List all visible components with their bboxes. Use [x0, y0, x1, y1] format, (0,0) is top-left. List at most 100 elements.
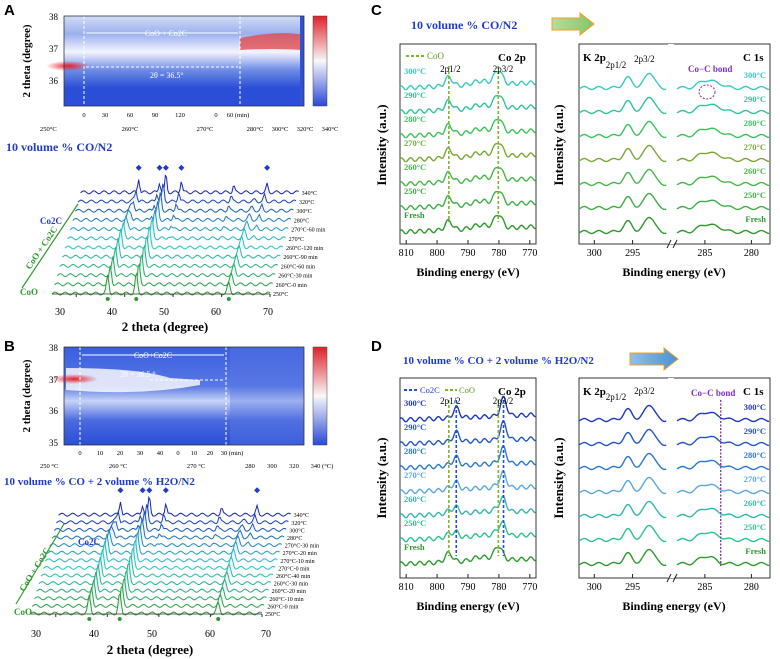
xps-co-xtick-label: 770 — [522, 582, 537, 593]
xps-d-k-title: K 2p — [583, 386, 606, 398]
temp-tick: 250 °C — [40, 463, 58, 470]
xps-co-2p12-label: 2p1/2 — [440, 64, 461, 74]
xps-k2p-line — [578, 428, 667, 447]
xps-d-co2c-legend: Co2C — [420, 385, 440, 395]
xrd-co2c-marker — [156, 164, 163, 171]
xrd-co2c-marker — [178, 164, 185, 171]
xps-temp-label-right: Fresh — [745, 214, 766, 224]
temp-tick: 280 — [245, 463, 255, 470]
xrd-pattern-fill — [65, 227, 283, 249]
xps-kc-xtick-label: 285 — [697, 582, 712, 593]
xps-k2p-line — [578, 192, 667, 211]
temp-tick: 250°C — [40, 126, 57, 133]
colorbar-a — [312, 15, 328, 107]
xps-co2p-line — [399, 119, 536, 139]
heatmap-a-ylabel: 2 theta (degree) — [21, 24, 33, 97]
xps-axis-break-mark — [666, 573, 678, 583]
xrd-pattern-fill — [62, 236, 281, 259]
xrd-pattern-label: 340°C — [294, 512, 309, 519]
heatmap-b-ytick: 38 — [49, 343, 59, 353]
xrd-coo-marker — [216, 617, 221, 621]
heatmap-b-region: CoO+Co2C — [134, 351, 172, 360]
time-tick: 60 (min) — [227, 112, 250, 119]
xps-co-2p32-label: 2p3/2 — [493, 64, 514, 74]
xps-co-2p12-label: 2p1/2 — [440, 396, 461, 406]
xrd-pattern-label: 260°C-90 min — [283, 254, 317, 261]
xrd-coo-marker — [117, 617, 122, 621]
xps-c1s-line — [676, 556, 770, 567]
xps-c1s-line — [676, 199, 770, 211]
heatmap-b-coo-spot — [50, 374, 98, 384]
time-tick: 0 — [82, 112, 85, 119]
xrd-pattern-fill — [30, 593, 262, 615]
xps-k2p-line — [578, 72, 667, 91]
heatmap-a-region: CoO + Co2C — [145, 29, 187, 38]
xrd-pattern-line — [72, 201, 292, 222]
xrd-pattern-line — [59, 244, 279, 268]
temp-tick: 320 — [289, 463, 299, 470]
time-tick: 0 — [78, 450, 81, 457]
xps-c1s-line — [676, 411, 770, 423]
xrd-a-coo-label: CoO — [20, 287, 38, 297]
xrd-a-xtick: 40 — [107, 307, 117, 318]
xrd-b-coo-label: CoO — [14, 607, 32, 617]
xrd-pattern-line — [64, 226, 284, 250]
xrd-pattern-line — [69, 209, 289, 232]
xrd-pattern-label: 260°C-0 min — [276, 282, 307, 289]
heatmap-a: CoO + Co2C 2θ = 36.5° — [46, 15, 328, 107]
xrd-b-trend-arrow — [15, 523, 65, 605]
time-tick: 90 — [152, 112, 159, 119]
heatmap-a-field — [64, 16, 304, 106]
xrd-b-co2c-label: Co2C — [78, 537, 100, 547]
xrd-pattern-fill — [54, 264, 273, 286]
panel-label-d: D — [371, 338, 382, 355]
xps-c-plot: 300°C 300°C 290°C 290°C 280°C 280°C 270°C 270°C… — [399, 44, 770, 259]
xrd-a-arrow-label: CoO + Co2C — [23, 224, 59, 271]
xps-k2p-line — [578, 524, 667, 543]
xrd-pattern-fill — [70, 210, 289, 231]
xps-c1s-line — [676, 531, 770, 543]
time-tick: 10 — [191, 450, 198, 457]
xps-temp-label-right: 250°C — [744, 522, 766, 532]
xrd-pattern-label: 280°C — [294, 217, 309, 224]
time-tick: 0 — [214, 112, 217, 119]
xps-c-kc-frame — [578, 43, 771, 245]
condition-a: 10 volume % CO/N2 — [6, 140, 112, 154]
xps-temp-label-right: 260°C — [744, 498, 766, 508]
condition-b: 10 volume % CO + 2 volume % H2O/N2 — [4, 476, 195, 488]
xps-co-xtick-label: 810 — [399, 582, 414, 593]
xps-c1s-line — [676, 223, 770, 235]
xps-co-xtick-label: 790 — [461, 248, 476, 259]
xrd-pattern-line — [51, 518, 285, 540]
xrd-a-trend-arrow — [21, 203, 79, 289]
time-tick: 60 — [127, 112, 134, 119]
xrd-coo-marker — [105, 297, 110, 301]
xps-co-xtick-label: 800 — [430, 582, 445, 593]
xrd-pattern-line — [49, 525, 283, 548]
xps-temp-label-right: 260°C — [744, 166, 766, 176]
xps-d-c-title: C 1s — [743, 386, 764, 398]
xrd-pattern-label: 260°C-10 min — [269, 596, 303, 603]
xrd-pattern-label: 270°C-30 min — [285, 543, 319, 550]
heatmap-a-ytick: 37 — [49, 44, 59, 54]
xps-k-2p12-label: 2p1/2 — [606, 392, 627, 402]
xps-co-xtick-label: 810 — [399, 248, 414, 259]
xrd-b-xtick: 50 — [147, 629, 157, 640]
xps-c1s-line — [676, 79, 770, 91]
temp-tick: 300°C — [272, 126, 289, 133]
xrd-pattern-line — [80, 174, 299, 195]
xps-co2p-line — [399, 191, 536, 211]
xps-temp-label: 300°C — [404, 66, 426, 76]
xrd-pattern-label: 270°C-60 min — [291, 227, 325, 234]
xps-temp-label: 270°C — [404, 138, 426, 148]
heatmap-b: CoO+Co2C 2θ = 36.5 ° — [50, 346, 328, 446]
heatmap-a-coo-spot — [46, 61, 90, 71]
heatmap-a-ytick: 38 — [49, 12, 59, 22]
heatmap-a-co2c-band — [240, 33, 304, 50]
heatmap-a-theta-note: 2θ = 36.5° — [150, 71, 184, 80]
xrd-a-xtick: 70 — [263, 307, 273, 318]
xps-kc-xtick-label: 280 — [744, 248, 759, 259]
xrd-pattern-line — [77, 183, 297, 204]
heatmap-a-edge — [300, 16, 304, 106]
